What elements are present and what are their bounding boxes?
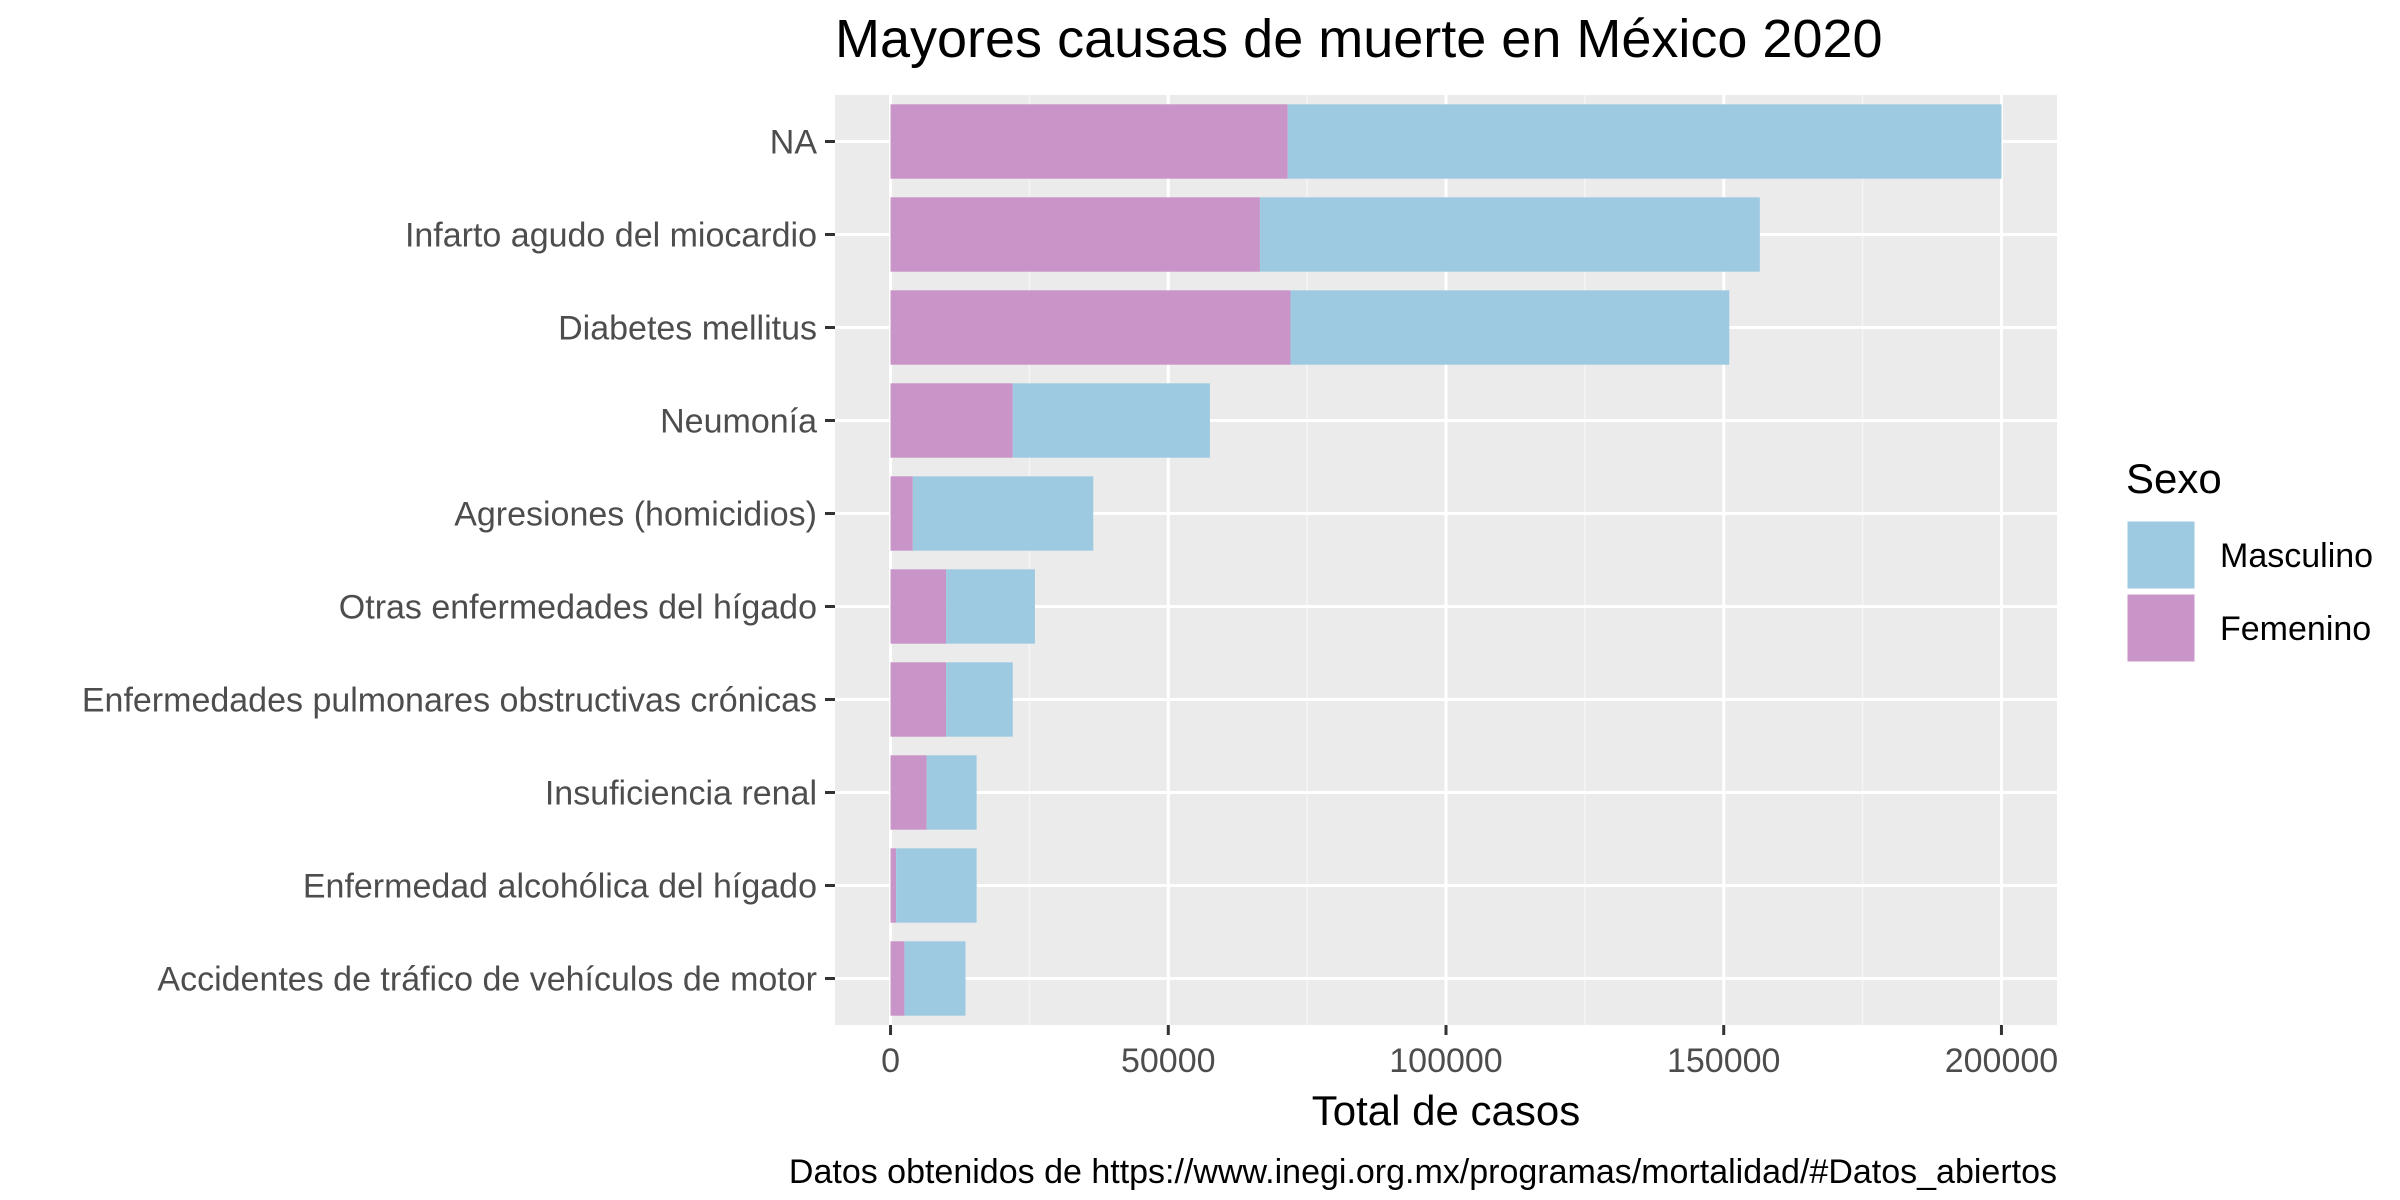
x-tick-label: 200000 <box>1945 1042 2058 1080</box>
legend-key-femenino <box>2124 591 2198 665</box>
x-axis-title: Total de casos <box>1312 1087 1581 1134</box>
chart-caption: Datos obtenidos de https://www.inegi.org… <box>789 1153 2057 1191</box>
bar-masculino <box>904 941 966 1016</box>
bar-masculino <box>1290 290 1730 365</box>
bar-masculino <box>1012 383 1210 458</box>
y-tick-label: Enfermedad alcohólica del hígado <box>303 868 817 906</box>
bar-masculino <box>946 569 1035 644</box>
bar-femenino <box>890 662 947 737</box>
bar-femenino <box>890 848 897 923</box>
y-axis: NA Infarto agudo del miocardio Diabetes me… <box>82 124 835 999</box>
y-tick-label: Neumonía <box>660 403 817 441</box>
bar-masculino <box>1259 197 1760 272</box>
bars <box>890 104 2002 1016</box>
bar-masculino <box>926 755 977 830</box>
bar-masculino <box>912 476 1094 551</box>
legend-label-femenino: Femenino <box>2220 610 2371 648</box>
y-tick-label: Diabetes mellitus <box>558 310 817 348</box>
y-tick-label: NA <box>770 124 818 162</box>
y-tick-label: Otras enfermedades del hígado <box>339 589 817 627</box>
y-tick-label: Infarto agudo del miocardio <box>405 217 817 255</box>
x-axis: 0 50000 100000 150000 200000 <box>881 1025 2058 1080</box>
chart-title: Mayores causas de muerte en México 2020 <box>835 9 1883 69</box>
legend-label-masculino: Masculino <box>2220 537 2373 575</box>
bar-masculino <box>896 848 977 923</box>
legend-title: Sexo <box>2126 455 2222 502</box>
legend-key-masculino <box>2124 518 2198 592</box>
bar-femenino <box>890 290 1291 365</box>
bar-femenino <box>890 383 1013 458</box>
legend: Sexo Masculino Femenino <box>2124 455 2373 665</box>
y-tick-label: Accidentes de tráfico de vehículos de mo… <box>157 961 817 999</box>
x-tick-label: 100000 <box>1389 1042 1502 1080</box>
bar-femenino <box>890 104 1288 179</box>
bar-femenino <box>890 476 913 551</box>
bar-femenino <box>890 197 1260 272</box>
bar-masculino <box>946 662 1013 737</box>
bar-femenino <box>890 941 905 1016</box>
y-tick-label: Insuficiencia renal <box>545 775 817 813</box>
y-tick-label: Agresiones (homicidios) <box>454 496 817 534</box>
x-tick-label: 50000 <box>1121 1042 1216 1080</box>
y-tick-label: Enfermedades pulmonares obstructivas cró… <box>82 682 817 720</box>
bar-femenino <box>890 755 927 830</box>
bar-femenino <box>890 569 947 644</box>
x-tick-label: 150000 <box>1667 1042 1780 1080</box>
x-tick-label: 0 <box>881 1042 900 1080</box>
bar-masculino <box>1287 104 2002 179</box>
